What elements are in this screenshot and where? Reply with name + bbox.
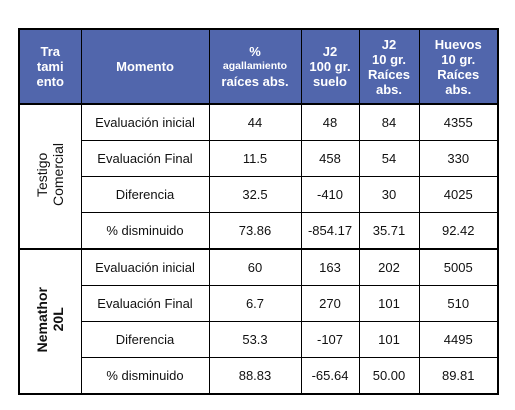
header-line: Momento (116, 59, 174, 74)
value-cell: 84 (358, 103, 420, 141)
value-cell: 5005 (418, 248, 499, 286)
table-row: % disminuido 88.83 -65.64 50.00 89.81 (19, 357, 499, 395)
value-cell: 330 (418, 140, 499, 177)
value-cell: 32.5 (208, 176, 302, 213)
value-cell: 101 (358, 285, 420, 322)
table-row: Nemathor 20L Evaluación inicial 60 163 202 500… (18, 248, 499, 395)
value-cell: 60 (208, 248, 302, 286)
header-line: Raíces (437, 66, 480, 82)
group-label: Testigo Comercial (34, 143, 66, 206)
group-label-line: 20L (50, 307, 67, 333)
table-body: Testigo Comercial Evaluación inicial 44 48 84… (18, 103, 499, 395)
group-cell: Testigo Comercial (18, 103, 82, 250)
value-cell: 30 (358, 176, 420, 213)
value-cell: 11.5 (208, 140, 302, 177)
header-line: Raíces (368, 66, 410, 82)
value-cell: 48 (300, 103, 360, 141)
value-cell: 202 (358, 248, 420, 286)
moment-cell: Evaluación inicial (80, 103, 210, 141)
table-row: Testigo Comercial Evaluación inicial 44 48 84… (18, 103, 499, 250)
value-cell: 54 (358, 140, 420, 177)
value-cell: 458 (300, 140, 360, 177)
header-line: abs. (445, 81, 472, 97)
value-cell: 101 (358, 321, 420, 358)
group-label-line: Nemathor (34, 287, 51, 353)
data-table: Tra tami ento Momento% agallamiento raíces ab… (18, 28, 499, 395)
moment-cell: % disminuido (80, 212, 210, 250)
value-cell: 163 (300, 248, 360, 286)
header-line: % (249, 44, 261, 59)
group-label-line: Comercial (50, 143, 67, 207)
header-line: 100 gr. (309, 59, 351, 74)
value-cell: 6.7 (208, 285, 302, 322)
table-row: % disminuido 73.86 -854.17 35.71 92.42 (19, 212, 499, 250)
table-row: Diferencia 32.5 -410 30 4025 (19, 176, 499, 213)
value-cell: 50.00 (358, 357, 420, 395)
header-line: J2 (381, 36, 397, 52)
header-cell: Momento (80, 28, 210, 105)
header-cell: J2 100 gr. suelo (300, 28, 360, 105)
header-cell: Tra tami ento (18, 28, 82, 105)
value-cell: 53.3 (208, 321, 302, 358)
value-cell: 88.83 (208, 357, 302, 395)
header-line: 10 gr. (441, 51, 476, 67)
header-line: suelo (313, 74, 347, 89)
value-cell: -854.17 (300, 212, 360, 250)
value-cell: 510 (418, 285, 499, 322)
table-row: Diferencia 53.3 -107 101 4495 (19, 321, 499, 358)
header-line: 10 gr. (372, 51, 406, 67)
group-cell: Nemathor 20L (18, 248, 82, 395)
value-cell: -107 (300, 321, 360, 358)
value-cell: 4495 (418, 321, 499, 358)
value-cell: -65.64 (300, 357, 360, 395)
value-cell: -410 (300, 176, 360, 213)
header-line: agallamiento (222, 60, 288, 72)
moment-cell: Diferencia (80, 176, 210, 213)
moment-cell: Evaluación Final (80, 285, 210, 322)
table-row: Evaluación Final 6.7 270 101 510 (19, 285, 499, 322)
value-cell: 73.86 (208, 212, 302, 250)
value-cell: 4025 (418, 176, 499, 213)
header-line: ento (36, 74, 64, 89)
moment-cell: Evaluación inicial (80, 248, 210, 286)
header-row: Tra tami ento Momento% agallamiento raíces ab… (18, 28, 499, 105)
moment-cell: % disminuido (80, 357, 210, 395)
header-line: Huevos (434, 36, 482, 52)
header-line: J2 (322, 44, 338, 59)
value-cell: 89.81 (418, 357, 499, 395)
header-line: Tra (40, 44, 60, 59)
header-line: raíces abs. (221, 74, 289, 89)
value-cell: 92.42 (418, 212, 499, 250)
moment-cell: Evaluación Final (80, 140, 210, 177)
header-line: tami (36, 59, 64, 74)
header-cell: Huevos 10 gr. Raíces abs. (418, 28, 499, 105)
group-label: Nemathor 20L (34, 287, 66, 352)
moment-cell: Diferencia (80, 321, 210, 358)
group-label-line: Testigo (34, 152, 51, 198)
value-cell: 4355 (418, 103, 499, 141)
header-line: abs. (375, 81, 402, 97)
table-row: Evaluación Final 11.5 458 54 330 (19, 140, 499, 177)
value-cell: 35.71 (358, 212, 420, 250)
value-cell: 270 (300, 285, 360, 322)
header-cell: J2 10 gr. Raíces abs. (358, 28, 420, 105)
header-cell: % agallamiento raíces abs. (208, 28, 302, 105)
value-cell: 44 (208, 103, 302, 141)
